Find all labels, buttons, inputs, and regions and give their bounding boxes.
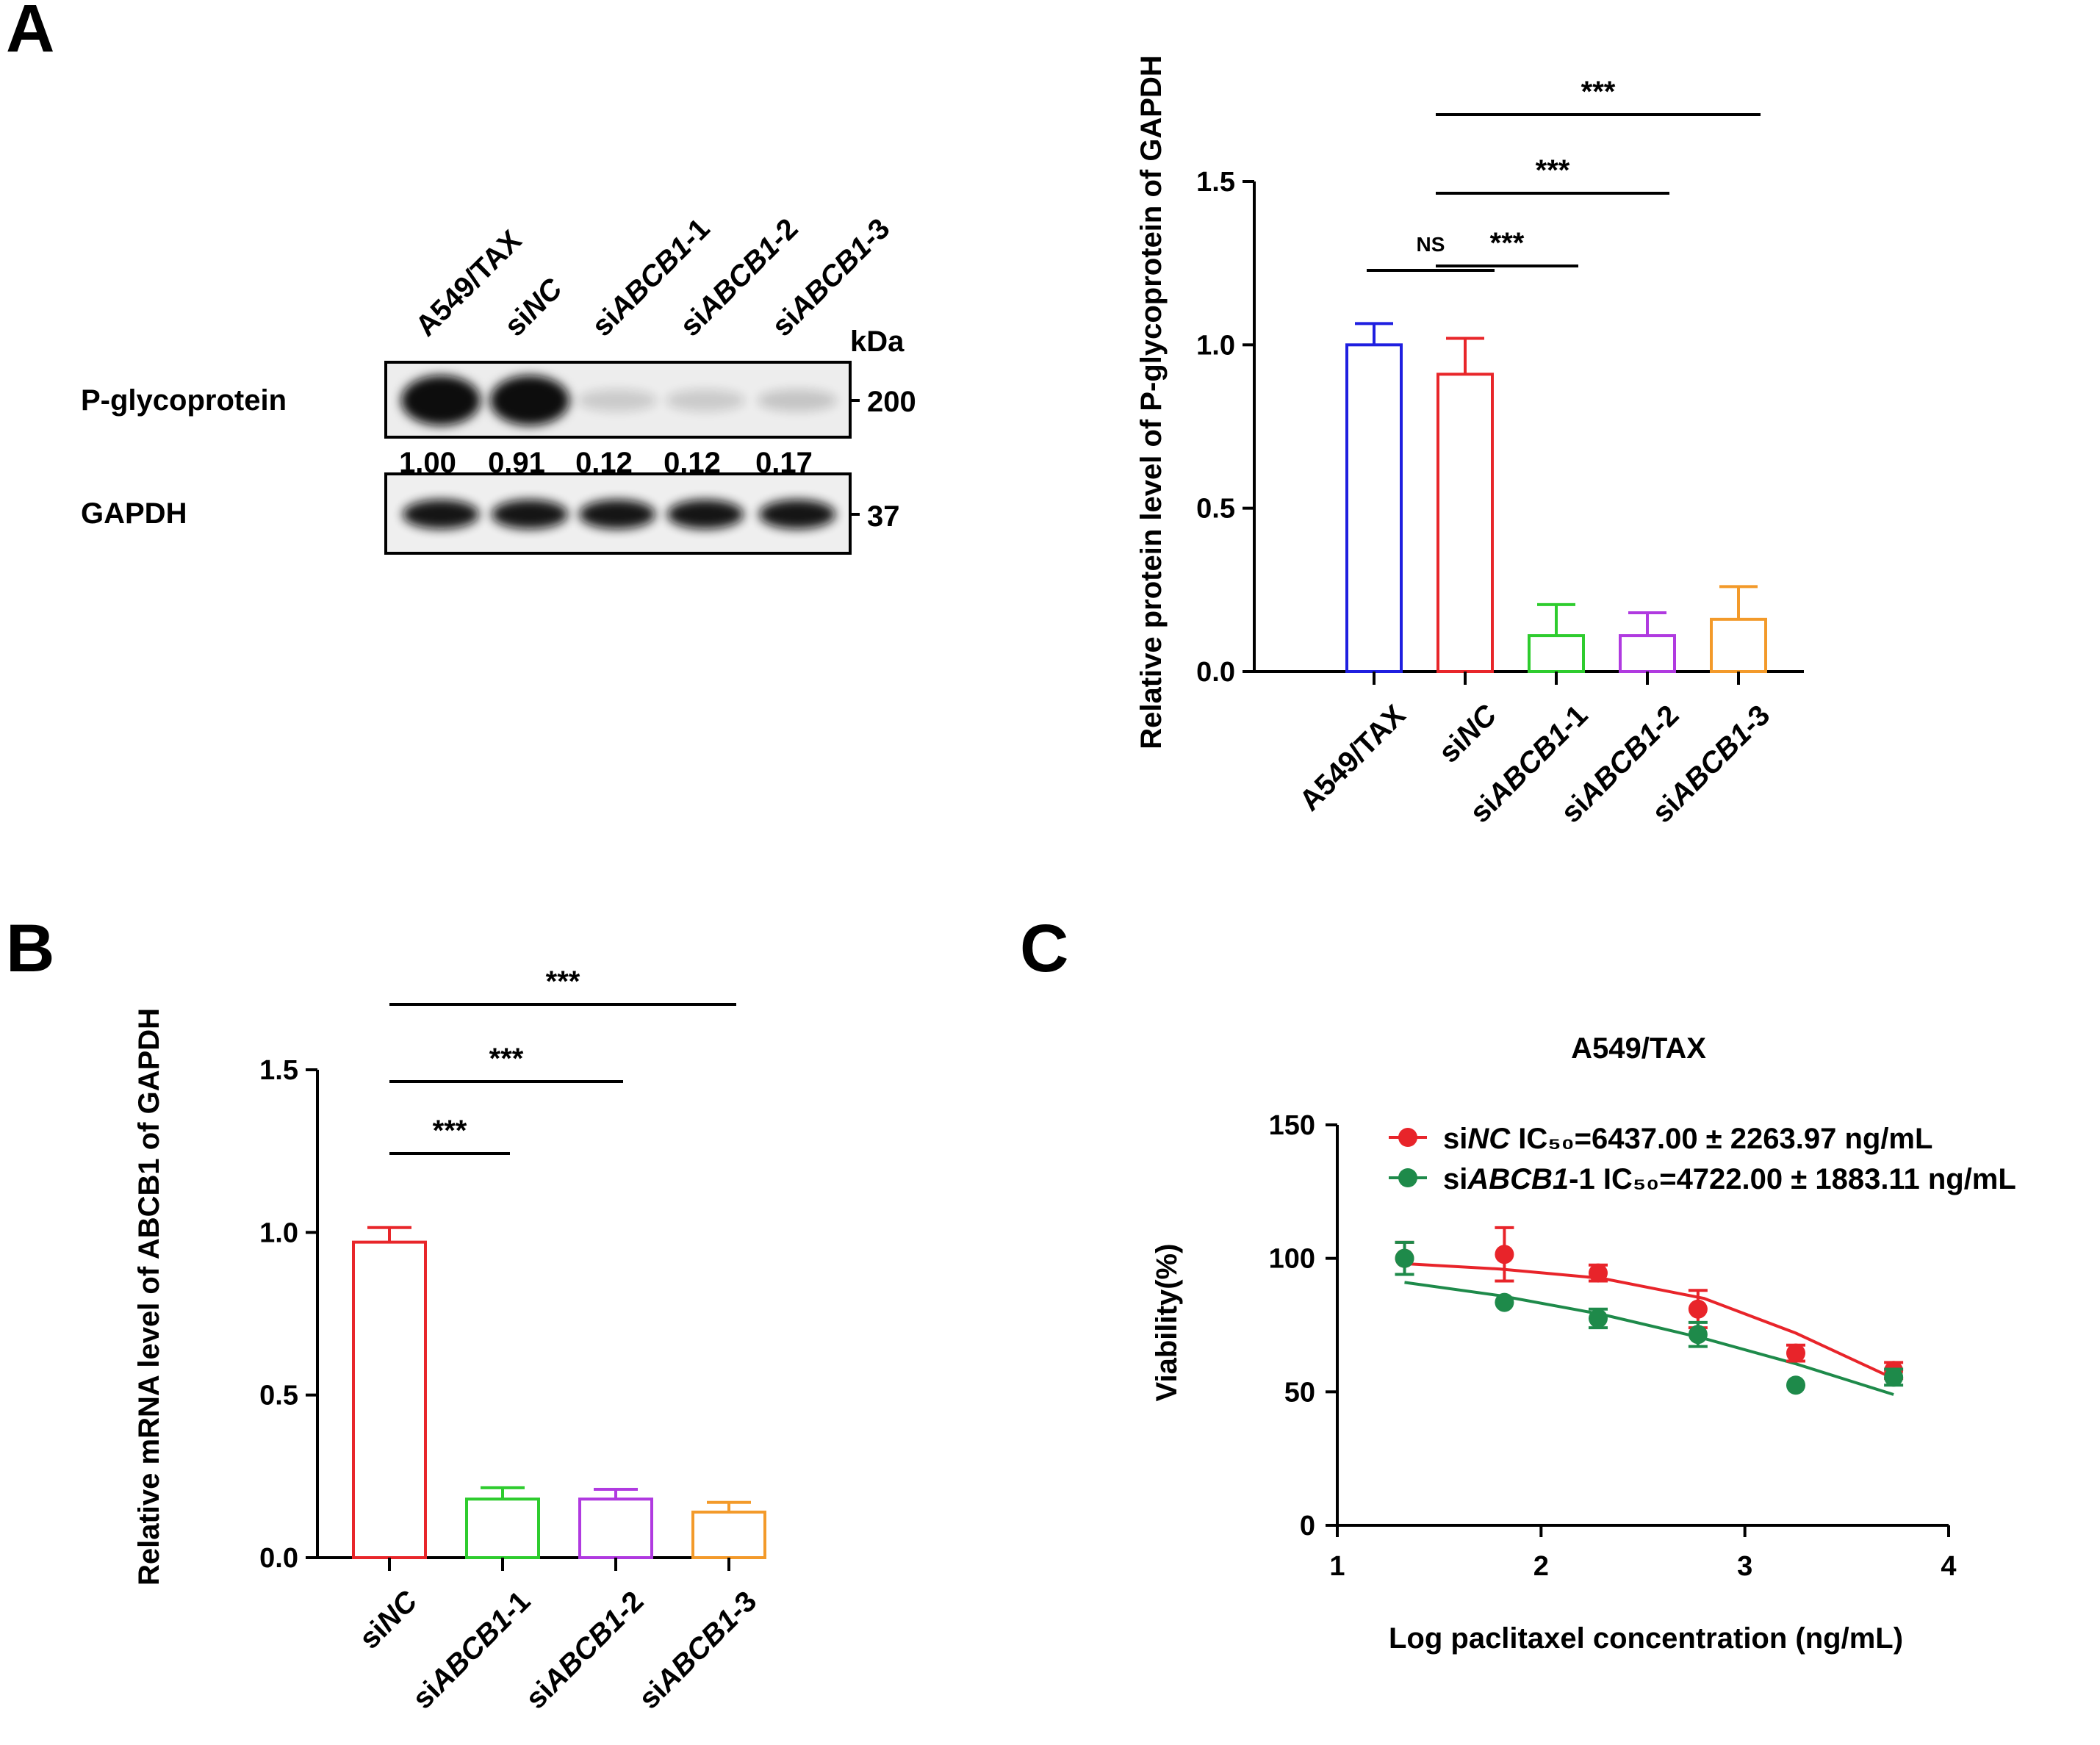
pgp-band <box>578 389 657 411</box>
bar <box>691 1511 766 1559</box>
data-point <box>1495 1245 1514 1264</box>
kda-value-37: 37 <box>867 500 900 533</box>
significance-label: NS <box>1417 233 1445 256</box>
x-tick-label: 2 <box>1533 1551 1549 1582</box>
data-point <box>1395 1248 1414 1268</box>
x-tick-label: siABCB1-2 <box>519 1585 650 1715</box>
x-tick-label: siABCB1-3 <box>633 1585 763 1715</box>
bar <box>1436 373 1494 673</box>
gapdh-band <box>492 500 568 529</box>
gapdh-band <box>403 500 479 529</box>
chart-a-protein-bar: 0.0 0.5 1.0 1.5 Relative protein level of P-… <box>1135 55 1804 830</box>
x-tick-label: 4 <box>1941 1551 1956 1582</box>
chart-b-mrna-bar: 0.0 0.5 1.0 1.5 Relative mRNA level of ABCB1… <box>133 965 766 1716</box>
chart-title: A549/TAX <box>1571 1032 1706 1065</box>
y-tick-label: 150 <box>1269 1110 1315 1141</box>
y-axis-label: Relative protein level of P-glycoprotein… <box>1135 55 1168 749</box>
x-tick-label: 1 <box>1329 1551 1345 1582</box>
bar <box>352 1240 427 1559</box>
pgp-band <box>666 389 745 411</box>
chart-c-dose-response: A549/TAX 0 50 100 150 1 2 3 4 Log paclitaxel conc… <box>1151 1032 2016 1655</box>
bar <box>465 1497 540 1559</box>
significance-label: *** <box>546 965 580 998</box>
y-tick-label: 1.0 <box>259 1217 298 1248</box>
x-tick-label: siNC <box>353 1584 424 1655</box>
kda-label: kDa <box>850 325 905 358</box>
legend-marker <box>1398 1168 1417 1187</box>
pgp-band <box>401 375 481 425</box>
gapdh-band <box>579 500 655 529</box>
x-tick-label: siNC <box>1433 698 1503 769</box>
fit-curve <box>1404 1281 1894 1396</box>
significance-label: *** <box>1490 227 1525 259</box>
protein-label-gapdh: GAPDH <box>81 497 187 530</box>
y-tick-label: 1.5 <box>1196 167 1235 198</box>
y-axis-label: Relative mRNA level of ABCB1 of GAPDH <box>133 1008 165 1586</box>
significance-label: *** <box>1581 76 1616 108</box>
quant-value: 0.17 <box>755 447 813 479</box>
y-tick-label: 1.5 <box>259 1055 298 1086</box>
y-tick-label: 0.5 <box>259 1381 298 1411</box>
y-tick-label: 50 <box>1284 1377 1315 1408</box>
data-point <box>1786 1343 1805 1363</box>
gapdh-band <box>667 500 744 529</box>
fit-curve <box>1404 1262 1894 1381</box>
significance-label: *** <box>1536 154 1570 187</box>
quant-value: 0.12 <box>664 447 721 479</box>
data-point <box>1688 1325 1708 1345</box>
x-axis-label: Log paclitaxel concentration (ng/mL) <box>1389 1622 1903 1655</box>
data-point <box>1688 1299 1708 1319</box>
data-point <box>1786 1375 1805 1395</box>
y-tick-label: 0.5 <box>1196 494 1235 525</box>
y-tick-label: 0.0 <box>259 1543 298 1574</box>
lane-label: siNC <box>498 272 569 342</box>
y-tick-label: 1.0 <box>1196 330 1235 361</box>
legend-label: siABCB1-1 IC₅₀=4722.00 ± 1883.11 ng/mL <box>1443 1163 2016 1195</box>
panel-label-b: B <box>6 911 54 986</box>
bar <box>1528 634 1585 674</box>
y-tick-label: 0 <box>1300 1511 1315 1541</box>
pgp-band <box>758 389 837 411</box>
legend-label: siNC IC₅₀=6437.00 ± 2263.97 ng/mL <box>1443 1123 1932 1155</box>
quant-value: 0.12 <box>575 447 633 479</box>
data-point <box>1588 1309 1608 1328</box>
bar <box>1619 634 1676 674</box>
bar <box>578 1497 653 1559</box>
data-point <box>1588 1263 1608 1283</box>
data-point <box>1495 1292 1514 1312</box>
data-point <box>1884 1367 1904 1387</box>
x-tick-label: siABCB1-1 <box>406 1585 536 1715</box>
bar <box>1345 343 1403 673</box>
bar <box>1710 617 1767 673</box>
gapdh-band <box>759 500 835 529</box>
panel-label-c: C <box>1020 911 1068 986</box>
protein-label-pgp: P-glycoprotein <box>81 384 287 417</box>
kda-value-200: 200 <box>867 386 916 418</box>
quant-value: 1.00 <box>399 447 456 479</box>
x-tick-label: A549/TAX <box>1293 699 1412 817</box>
significance-label: *** <box>433 1115 467 1147</box>
significance-label: *** <box>489 1043 524 1075</box>
panel-label-a: A <box>6 0 54 66</box>
y-tick-label: 0.0 <box>1196 657 1235 688</box>
pgp-band <box>490 375 569 425</box>
x-tick-label: 3 <box>1737 1551 1752 1582</box>
y-axis-label: Viability(%) <box>1151 1244 1183 1402</box>
quant-value: 0.91 <box>488 447 545 479</box>
legend-marker <box>1398 1128 1417 1147</box>
y-tick-label: 100 <box>1269 1244 1315 1275</box>
densitometry-values: 1.00 0.91 0.12 0.12 0.17 <box>399 447 813 479</box>
